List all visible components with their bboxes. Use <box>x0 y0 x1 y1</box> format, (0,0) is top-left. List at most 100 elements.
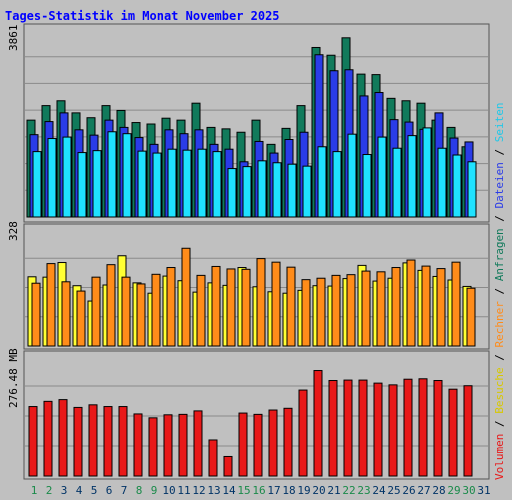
legend-entry: Volumen <box>493 434 506 480</box>
legend-entry: Seiten <box>493 102 506 142</box>
day-label: 25 <box>387 484 400 497</box>
bar-rechner-day-2 <box>46 263 56 347</box>
top-panel-max-label: 3861 <box>7 25 20 52</box>
bar-rechner-day-15 <box>241 268 251 347</box>
bar-volumen-day-13 <box>208 439 218 477</box>
bar-rechner-day-5 <box>91 276 101 347</box>
day-label: 5 <box>91 484 98 497</box>
bar-volumen-day-17 <box>268 409 278 477</box>
bar-volumen-day-7 <box>118 406 128 477</box>
bar-seiten-day-1 <box>32 151 42 218</box>
bottom-panel-max-label: 276.48 MB <box>7 348 20 408</box>
bar-rechner-day-22 <box>346 274 356 347</box>
bar-volumen-day-19 <box>298 389 308 477</box>
bar-volumen-day-21 <box>328 380 338 477</box>
bar-volumen-day-24 <box>373 382 383 477</box>
bar-rechner-day-13 <box>211 265 221 347</box>
bar-seiten-day-27 <box>422 127 432 218</box>
day-label: 31 <box>477 484 490 497</box>
middle-panel-max-label: 328 <box>7 221 20 241</box>
legend-entry: / <box>493 281 506 301</box>
bar-rechner-day-4 <box>76 290 86 347</box>
day-label: 21 <box>327 484 340 497</box>
day-label: 24 <box>372 484 386 497</box>
bar-seiten-day-28 <box>437 147 447 218</box>
day-label: 7 <box>121 484 128 497</box>
bar-rechner-day-23 <box>361 270 371 347</box>
day-label: 23 <box>357 484 370 497</box>
legend-entry: / <box>493 414 506 434</box>
bar-seiten-day-18 <box>287 163 297 218</box>
bar-volumen-day-10 <box>163 414 173 477</box>
bar-volumen-day-12 <box>193 410 203 477</box>
bar-rechner-day-12 <box>196 274 206 347</box>
bar-rechner-day-9 <box>151 273 161 347</box>
top-panel-frame <box>23 23 490 223</box>
bar-rechner-day-24 <box>376 271 386 347</box>
day-label: 6 <box>106 484 113 497</box>
bar-seiten-day-24 <box>377 136 387 218</box>
day-label: 16 <box>252 484 265 497</box>
bar-volumen-day-9 <box>148 417 158 477</box>
day-label: 13 <box>207 484 220 497</box>
legend-entry: / <box>493 348 506 368</box>
bar-rechner-day-27 <box>421 265 431 347</box>
bar-seiten-day-6 <box>107 131 117 218</box>
bar-rechner-day-6 <box>106 264 116 347</box>
bar-volumen-day-5 <box>88 404 98 477</box>
bar-seiten-day-16 <box>257 160 267 218</box>
bar-marks <box>26 37 477 477</box>
bar-seiten-day-19 <box>302 165 312 218</box>
bottom-panel-frame <box>23 350 490 480</box>
bar-rechner-day-17 <box>271 261 281 347</box>
bar-volumen-day-6 <box>103 406 113 477</box>
day-label: 27 <box>417 484 430 497</box>
bar-volumen-day-18 <box>283 407 293 477</box>
panel-frames <box>23 23 490 480</box>
bar-seiten-day-30 <box>467 161 477 218</box>
day-label: 14 <box>222 484 236 497</box>
bar-rechner-day-18 <box>286 266 296 347</box>
day-label: 30 <box>462 484 475 497</box>
bar-rechner-day-26 <box>406 259 416 347</box>
bar-seiten-day-20 <box>317 146 327 218</box>
bar-seiten-day-4 <box>77 152 87 218</box>
day-label: 15 <box>237 484 250 497</box>
chart-title: Tages-Statistik im Monat November 2025 <box>5 9 280 23</box>
bar-seiten-day-25 <box>392 147 402 218</box>
bar-rechner-day-25 <box>391 267 401 347</box>
day-label: 11 <box>177 484 190 497</box>
bar-volumen-day-20 <box>313 370 323 477</box>
day-label: 9 <box>151 484 158 497</box>
bar-rechner-day-21 <box>331 274 341 347</box>
bar-volumen-day-25 <box>388 384 398 477</box>
day-label: 26 <box>402 484 415 497</box>
bar-seiten-day-12 <box>197 148 207 218</box>
legend-entry: Anfragen <box>493 228 506 281</box>
bar-volumen-day-3 <box>58 399 68 477</box>
bar-volumen-day-15 <box>238 412 248 477</box>
legend-entry: / <box>493 142 506 162</box>
bar-rechner-day-11 <box>181 247 191 347</box>
day-label: 12 <box>192 484 205 497</box>
day-label: 29 <box>447 484 460 497</box>
day-label: 20 <box>312 484 325 497</box>
bar-seiten-day-17 <box>272 162 282 218</box>
bar-rechner-day-10 <box>166 267 176 347</box>
bar-seiten-day-9 <box>152 152 162 218</box>
day-label: 28 <box>432 484 445 497</box>
bar-rechner-day-28 <box>436 268 446 347</box>
day-label: 8 <box>136 484 143 497</box>
bar-volumen-day-28 <box>433 380 443 477</box>
bar-volumen-day-22 <box>343 379 353 477</box>
day-label: 2 <box>46 484 53 497</box>
bar-rechner-day-19 <box>301 279 311 347</box>
bar-volumen-day-4 <box>73 406 83 477</box>
bar-rechner-day-3 <box>61 281 71 347</box>
day-labels: 1 2 3 4 5 6 7 8 9 10 11 12 13 14 15 16 17 18 19 20 21 22 23 24 2… <box>31 484 491 497</box>
bar-volumen-day-29 <box>448 388 458 477</box>
bar-seiten-day-2 <box>47 138 57 218</box>
middle-panel-frame <box>23 223 490 350</box>
series-legend: Volumen / Besuche / Rechner / Anfragen /… <box>493 102 506 480</box>
bar-seiten-day-23 <box>362 154 372 218</box>
